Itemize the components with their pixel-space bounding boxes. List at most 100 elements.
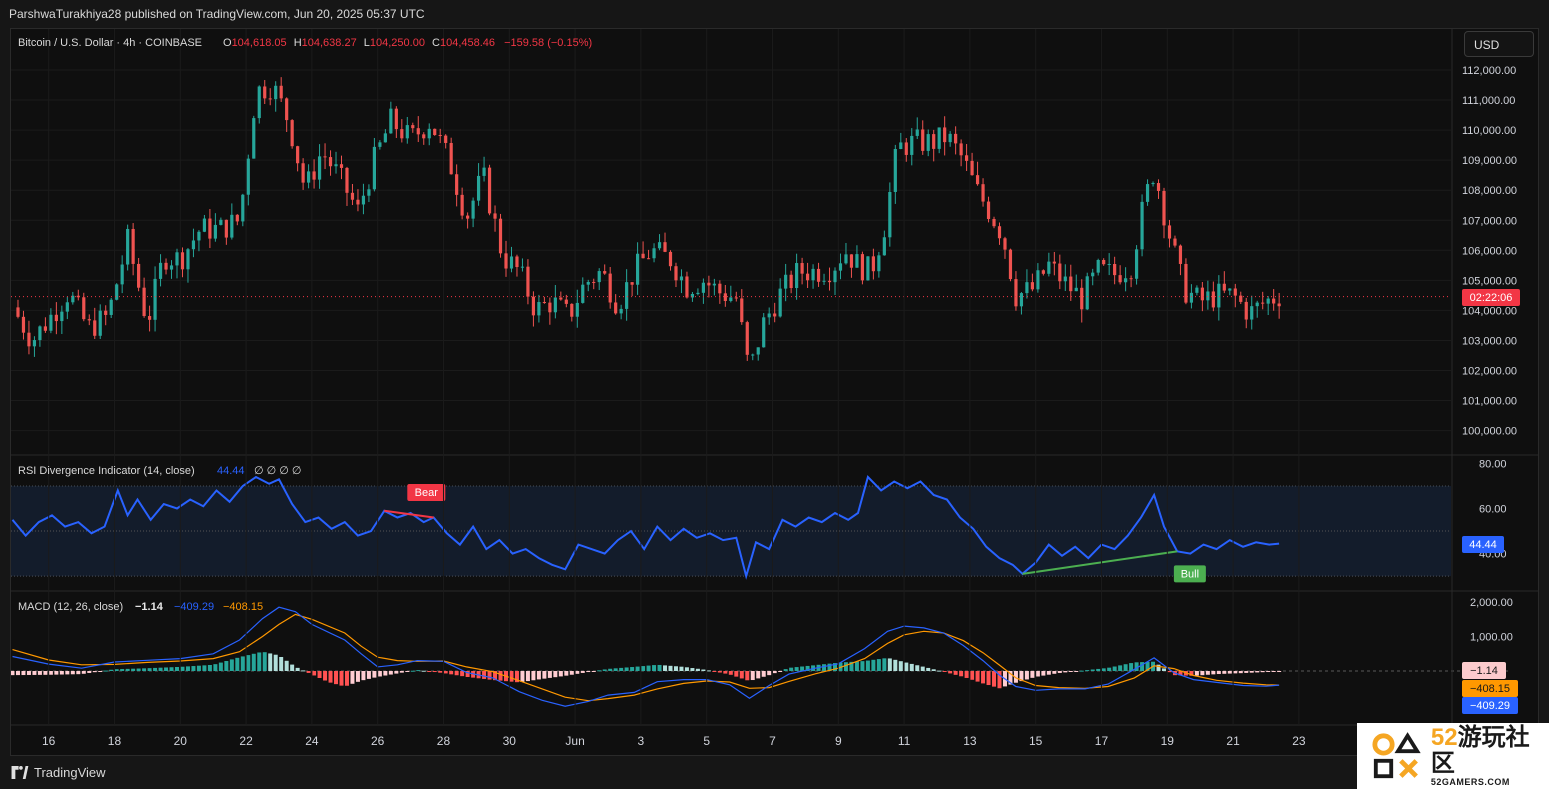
rsi-badge-text: 44.44 [1469, 539, 1497, 551]
price-pane: 112,000.00 111,000.00 110,000.00 109,000.00… [11, 65, 1538, 456]
macd-histogram-bar [76, 671, 81, 675]
macd-histogram-bar [169, 667, 174, 671]
candle-body [899, 142, 903, 150]
macd-signal-badge-text: −408.15 [1470, 683, 1510, 695]
macd-histogram-bar [794, 667, 799, 671]
candle-body [482, 167, 486, 176]
candle-body [208, 218, 212, 239]
candle-body [586, 281, 590, 285]
bear-label: Bear [407, 484, 446, 502]
macd-histogram-bar [833, 663, 837, 671]
macd-histogram-bar [37, 671, 42, 675]
macd-histogram-bar [180, 666, 185, 671]
macd-histogram-bar [1167, 671, 1172, 673]
candle-body [191, 240, 196, 250]
time-tick-label: 15 [1029, 734, 1043, 748]
price-tick-label: 100,000.00 [1462, 426, 1517, 438]
candle-body [1041, 270, 1045, 274]
macd-histogram-bar [421, 670, 426, 672]
candle-body [833, 270, 837, 283]
candle-body [1272, 298, 1276, 304]
macd-histogram-bar [323, 671, 328, 681]
legend-l-value: 104,250.00 [370, 37, 425, 49]
macd-histogram-bar [1129, 663, 1134, 671]
candle-body [882, 237, 886, 256]
candle-body [449, 142, 453, 175]
candle-body [389, 108, 393, 134]
chart-canvas[interactable]: 112,000.00111,000.00110,000.00109,000.00… [10, 29, 1538, 755]
candle-body [674, 266, 678, 281]
countdown-text: 02:22:06 [1470, 292, 1513, 304]
macd-histogram-bar [904, 662, 909, 671]
candle-body [345, 167, 349, 193]
macd-histogram-bar [1107, 667, 1112, 671]
macd-histogram-bar [1035, 671, 1040, 677]
rsi-legend-value: 44.44 [217, 465, 245, 477]
macd-histogram-bar [893, 659, 898, 671]
price-tick-label: 109,000.00 [1462, 155, 1517, 167]
candle-body [1244, 301, 1248, 320]
candle-body [811, 268, 815, 281]
price-tick-label: 111,000.00 [1462, 95, 1515, 107]
macd-histogram-bar [487, 671, 492, 680]
candle-body [180, 252, 185, 270]
macd-histogram-bar [290, 664, 295, 671]
macd-histogram-bar [876, 659, 881, 671]
time-tick-label: 22 [239, 734, 253, 748]
macd-histogram-bar [580, 671, 585, 673]
tradingview-logo-icon [11, 766, 29, 779]
macd-histogram-bar [87, 671, 92, 673]
candle-body [762, 317, 766, 348]
macd-histogram-bar [1118, 665, 1123, 671]
macd-histogram-bar [1156, 664, 1161, 671]
macd-tick-label: 1,000.00 [1470, 632, 1513, 644]
candle-body [592, 281, 596, 283]
macd-histogram-bar [756, 671, 761, 679]
macd-histogram-bar [739, 671, 744, 679]
macd-histogram-bar [92, 671, 97, 673]
candle-body [268, 98, 272, 100]
time-tick-label: 7 [769, 734, 776, 748]
currency-button[interactable]: USD [1464, 31, 1534, 57]
candle-body [405, 125, 409, 139]
candle-body [926, 134, 930, 151]
macd-histogram-bar [410, 670, 415, 672]
macd-histogram-bar [920, 666, 925, 671]
candle-body [224, 219, 228, 238]
candle-body [745, 322, 749, 355]
macd-histogram-bar [564, 671, 569, 676]
candle-body [246, 158, 250, 195]
legend-symbol: Bitcoin / U.S. Dollar · 4h · COINBASE [18, 37, 202, 49]
rsi-line [11, 475, 1280, 580]
macd-histogram-bar [734, 671, 739, 677]
candle-body [1107, 264, 1111, 266]
macd-histogram-bar [997, 671, 1002, 689]
chart-area[interactable]: 112,000.00 111,000.00 110,000.00 109,000.00… [10, 28, 1539, 756]
candle-body [339, 164, 344, 168]
candle-body [784, 274, 788, 289]
candle-body [838, 263, 843, 271]
tradingview-logo[interactable]: TradingView [10, 765, 106, 780]
candle-body [992, 218, 996, 227]
macd-histogram-bar [547, 671, 552, 678]
macd-histogram-bar [1079, 670, 1084, 672]
candle-body [186, 249, 190, 270]
candle-body [1162, 190, 1166, 226]
candle-body [54, 314, 58, 322]
macd-histogram-bar [427, 671, 432, 672]
candle-body [87, 319, 91, 321]
macd-histogram-bar [553, 671, 558, 678]
macd-histogram-bar [652, 665, 657, 671]
candle-body [1222, 283, 1226, 291]
candle-body [1211, 291, 1215, 308]
macd-histogram-bar [1008, 671, 1013, 685]
watermark-sub: 52GAMERS.COM [1430, 777, 1510, 787]
candle-body [1261, 302, 1265, 304]
macd-histogram-bar [525, 671, 530, 682]
candle-body [646, 258, 651, 260]
price-tick-label: 102,000.00 [1462, 366, 1517, 378]
candle-body [888, 191, 892, 238]
candle-body [296, 146, 300, 164]
macd-histogram-bar [849, 661, 854, 671]
